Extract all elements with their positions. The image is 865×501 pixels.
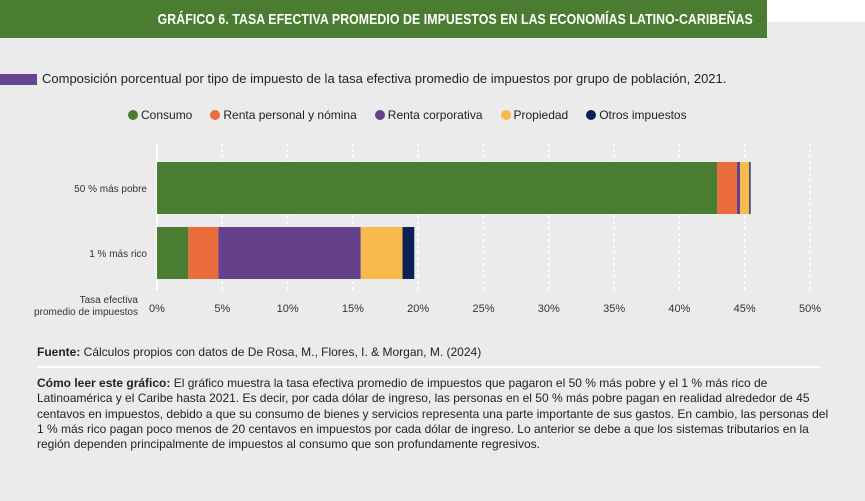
legend-item-consumo: Consumo [128,108,192,122]
legend-label: Renta personal y nómina [223,108,357,122]
howto-label: Cómo leer este gráfico: [37,376,171,390]
bar-segment-renta-personal-y-n-mina [188,227,219,279]
howto-text: El gráfico muestra la tasa efectiva prom… [37,376,829,452]
chart-legend: Consumo Renta personal y nómina Renta co… [128,108,687,122]
x-tick-label: 10% [277,303,299,315]
bar-segment-renta-corporativa [736,162,741,214]
subtitle-marker [0,74,37,85]
source-note: Fuente: Cálculos propios con datos de De… [37,345,481,359]
legend-dot-icon [210,110,221,120]
bar-segment-propiedad [360,227,403,279]
x-tick-label: 35% [603,303,625,315]
chart-header-title: GRÁFICO 6. TASA EFECTIVA PROMEDIO DE IMP… [157,10,753,28]
x-tick-label: 20% [407,303,429,315]
x-tick-label: 25% [472,303,494,315]
x-axis-title-line1: Tasa efectiva [80,295,139,306]
x-tick-label: 0% [149,303,165,315]
x-tick-label: 40% [668,303,690,315]
legend-item-propiedad: Propiedad [500,108,569,122]
chart-subtitle: Composición porcentual por tipo de impue… [42,71,727,86]
legend-item-renta-personal: Renta personal y nómina [210,108,357,122]
category-labels: 50 % más pobre 1 % más rico [74,184,147,260]
bar-segment-propiedad [740,162,750,214]
legend-label: Otros impuestos [599,108,687,122]
bar-segment-consumo [157,227,189,279]
legend-dot-icon [374,110,385,120]
category-label: 1 % más rico [89,249,147,260]
source-label: Fuente: [37,345,81,359]
bar-segment-renta-corporativa [218,227,361,279]
x-tick-label: 50% [799,303,821,315]
how-to-read: Cómo leer este gráfico: El gráfico muest… [37,376,837,452]
x-tick-label: 5% [214,303,230,315]
legend-item-renta-corporativa: Renta corporativa [374,108,483,122]
bar-segment-otros-impuestos [749,162,751,214]
x-tick-label: 45% [734,303,756,315]
bars [157,162,751,279]
bar-segment-otros-impuestos [402,227,415,279]
legend-dot-icon [586,110,597,120]
legend-label: Consumo [141,108,193,122]
legend-label: Propiedad [513,108,569,122]
legend-dot-icon [128,110,138,120]
legend-item-otros: Otros impuestos [586,108,687,122]
bar-segment-renta-personal-y-n-mina [717,162,737,214]
x-tick-label: 30% [538,303,560,315]
x-axis-title-line2: promedio de impuestos [34,307,138,318]
legend-dot-icon [500,110,511,120]
chart-panel [0,22,865,501]
chart-header: GRÁFICO 6. TASA EFECTIVA PROMEDIO DE IMP… [0,0,767,38]
divider [37,366,820,368]
tick-labels: 0% 5% 10% 15% 20% 25% 30% 35% 40% 45% 50% [149,303,821,315]
source-text: Cálculos propios con datos de De Rosa, M… [80,345,482,359]
legend-label: Renta corporativa [387,108,483,122]
bar-segment-consumo [157,162,718,214]
category-label: 50 % más pobre [74,184,147,195]
x-tick-label: 15% [342,303,364,315]
bar-chart: 50 % más pobre 1 % más rico 0% 5% 10% 15% 20%… [34,143,821,318]
